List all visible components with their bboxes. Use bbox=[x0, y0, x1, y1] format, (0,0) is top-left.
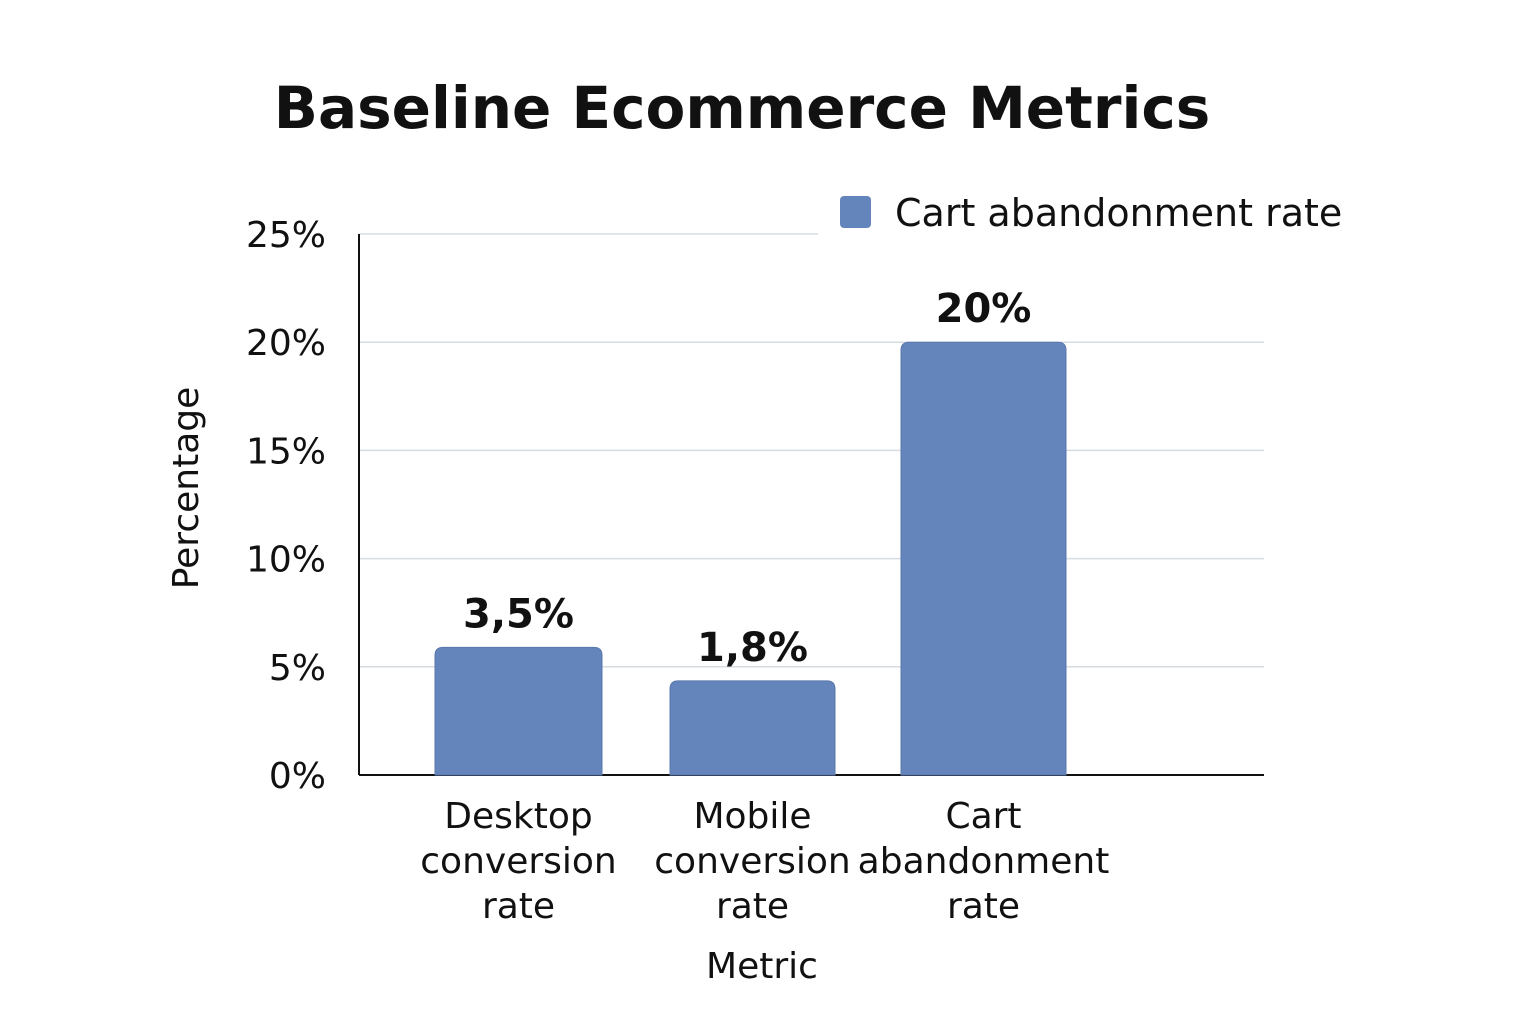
chart-title: Baseline Ecommerce Metrics bbox=[274, 74, 1211, 142]
bar bbox=[900, 341, 1067, 776]
x-tick-label: rate bbox=[947, 886, 1020, 927]
x-tick-label: abandonment bbox=[858, 841, 1110, 882]
x-tick-label: Cart bbox=[945, 796, 1021, 837]
bar bbox=[669, 680, 836, 776]
x-tick-label: conversion bbox=[420, 841, 617, 882]
x-tick-label: rate bbox=[716, 886, 789, 927]
data-label: 1,8% bbox=[697, 625, 808, 671]
data-label: 20% bbox=[936, 286, 1032, 332]
x-axis-label: Metric bbox=[706, 946, 818, 987]
x-tick-label: Mobile bbox=[693, 796, 811, 837]
y-tick-label: 15% bbox=[246, 431, 326, 472]
y-tick-label: 20% bbox=[246, 323, 326, 364]
y-axis-label: Percentage bbox=[166, 387, 207, 590]
x-tick-label: rate bbox=[482, 886, 555, 927]
bar bbox=[434, 646, 603, 776]
y-tick-label: 25% bbox=[246, 215, 326, 256]
y-tick-label: 10% bbox=[246, 540, 326, 581]
x-tick-label: Desktop bbox=[444, 796, 592, 837]
legend-swatch bbox=[840, 196, 871, 228]
y-tick-label: 5% bbox=[269, 648, 326, 689]
x-tick-label: conversion bbox=[654, 841, 851, 882]
y-tick-label: 0% bbox=[269, 756, 326, 797]
data-label: 3,5% bbox=[463, 591, 574, 637]
legend-label: Cart abandonment rate bbox=[895, 191, 1342, 235]
